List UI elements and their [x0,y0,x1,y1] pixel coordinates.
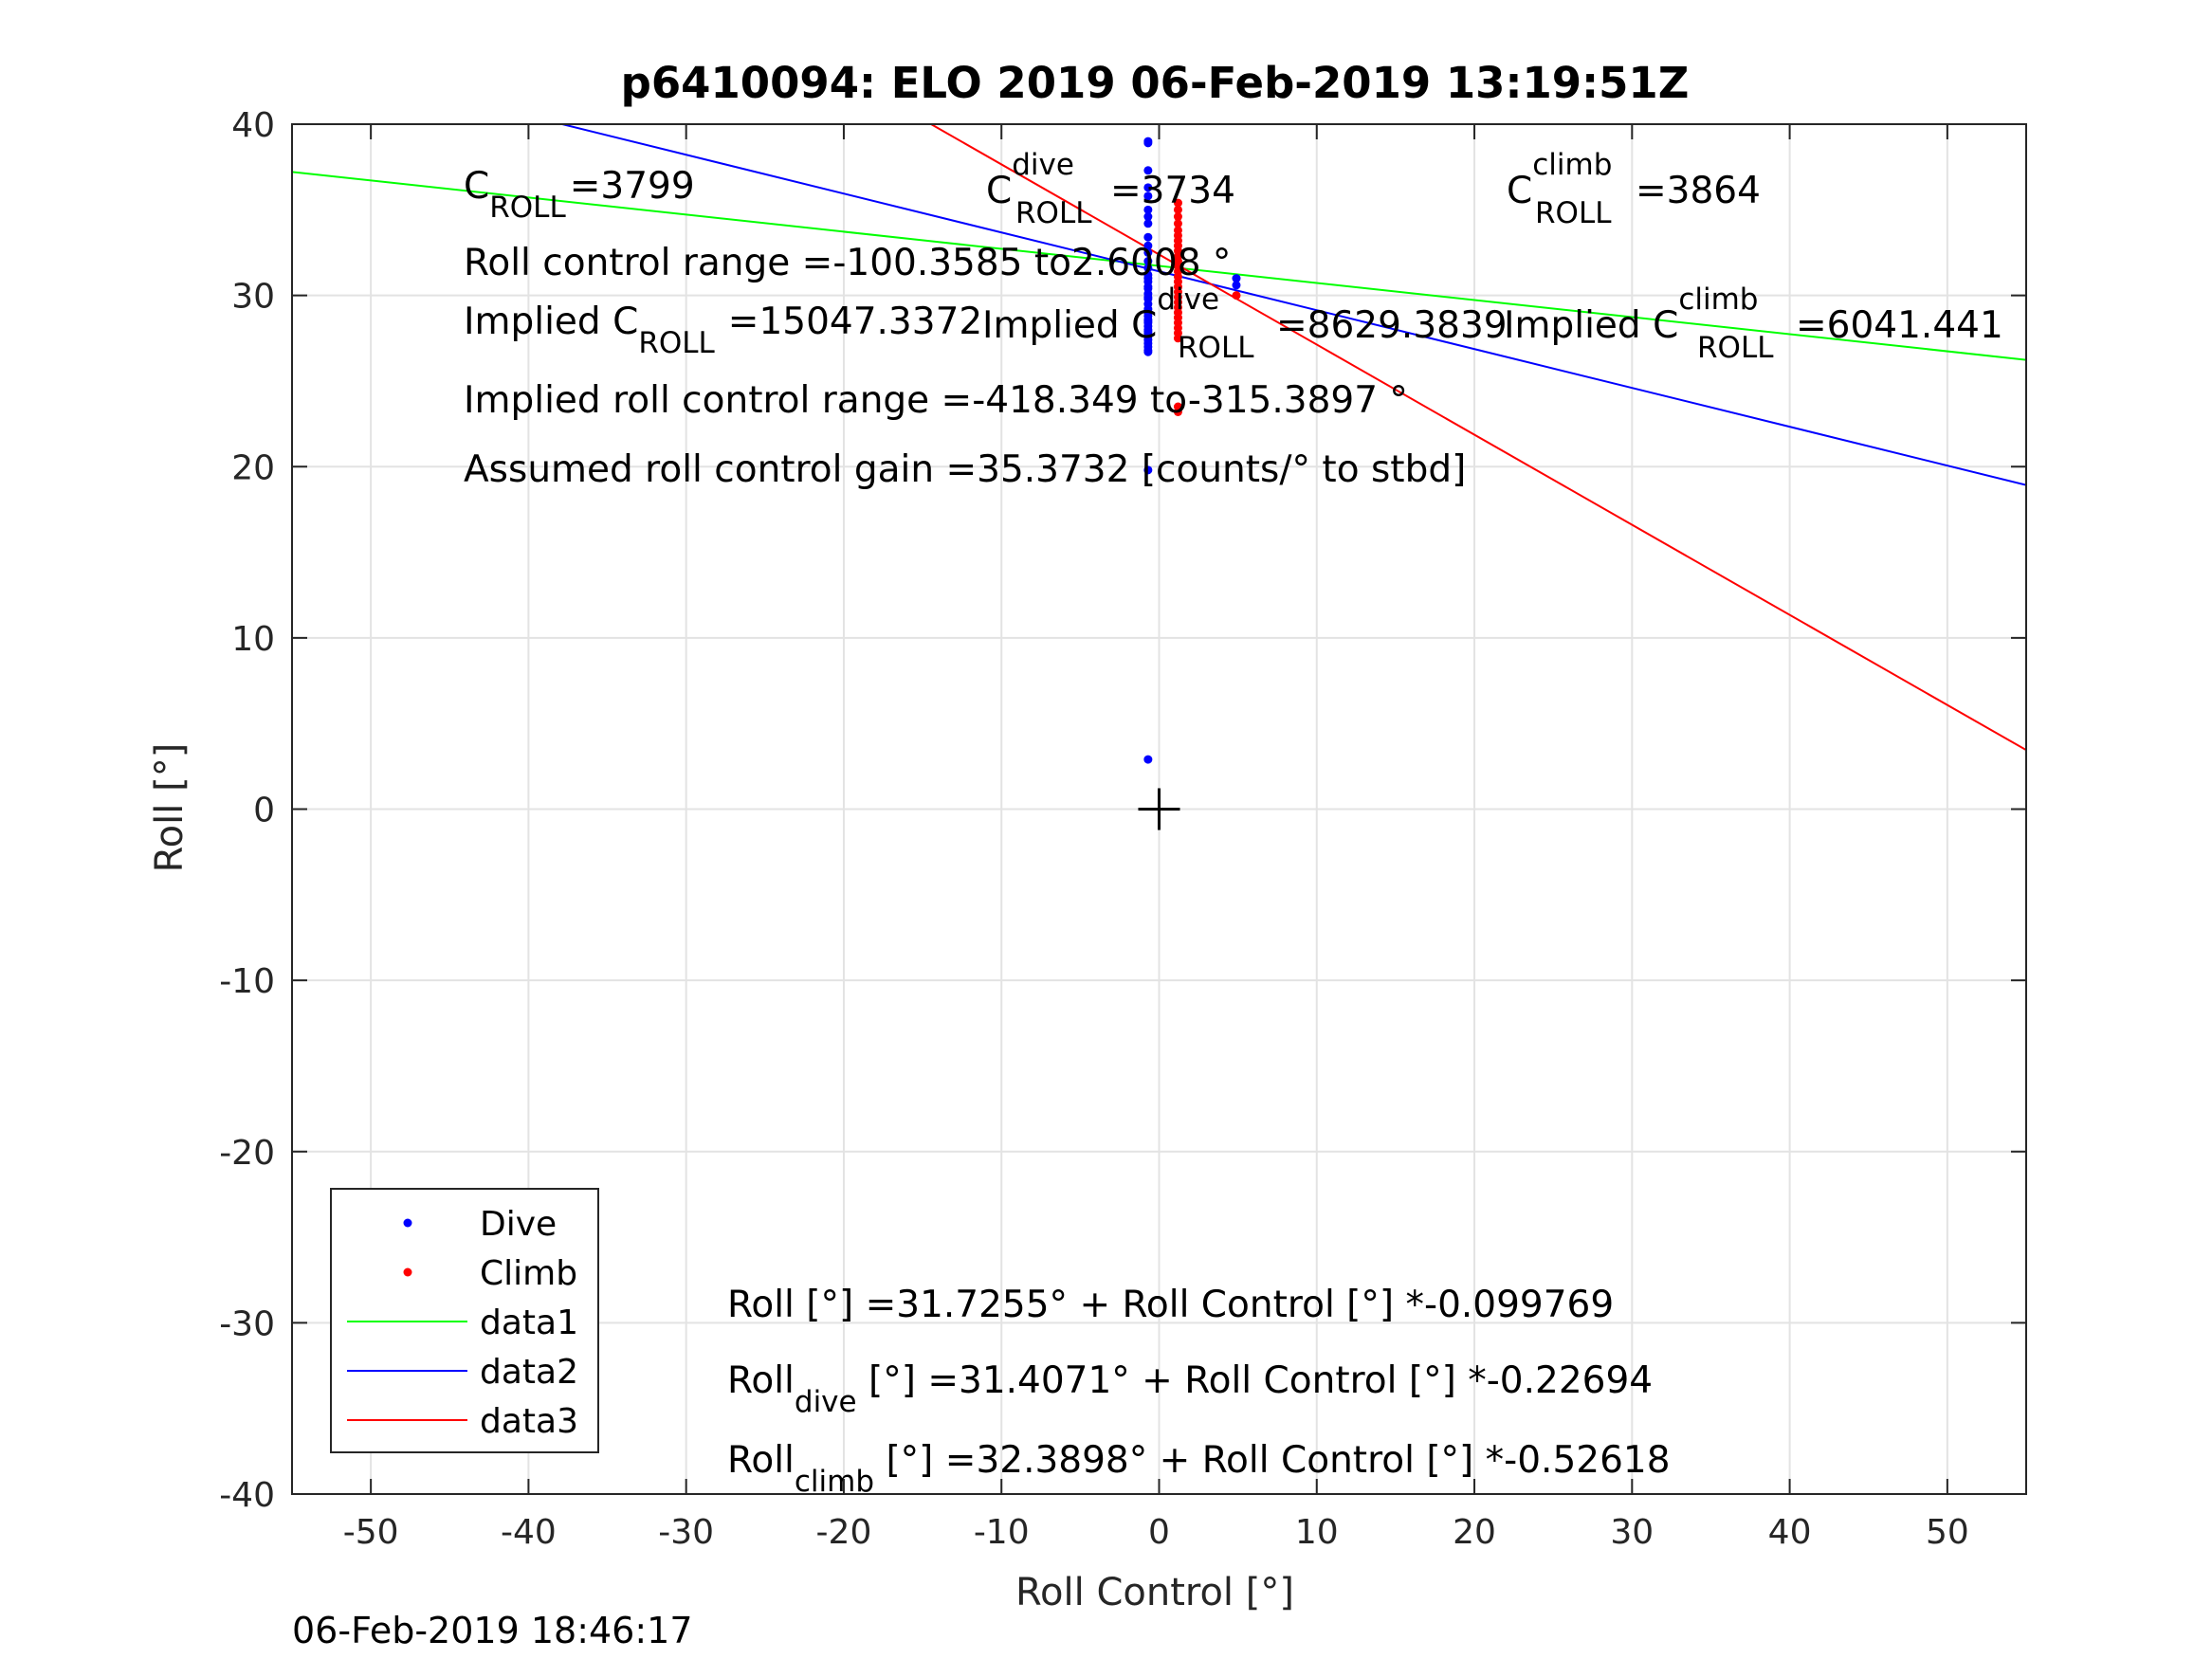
point-dive [1232,281,1241,290]
legend-label-data3: data3 [480,1402,578,1441]
y-tick-label: 10 [231,620,275,659]
plot-frame [291,123,2027,1495]
annotation-c-roll-climb-value: =3864 [1636,170,1761,212]
point-dive [1143,232,1153,242]
center-cross-marker [1138,788,1180,830]
legend-label-data1: data1 [480,1304,578,1342]
point-dive [1143,327,1153,337]
point-climb [1173,205,1182,214]
legend-label-climb: Climb [480,1254,577,1293]
annotation-implied-range: Implied roll control range =-418.349 to-… [464,379,1408,422]
point-dive [1143,274,1153,283]
y-tick-label: -30 [219,1304,275,1343]
x-axis-label: Roll Control [°] [1015,1571,1294,1614]
annotation-fit-all: Roll [°] =31.7255° + Roll Control [°] *-… [727,1284,1614,1326]
fit-line-data1 [292,171,2026,361]
annotation-roll-control-range: Roll control range =-100.3585 to2.6008 ° [464,242,1231,284]
point-dive [1143,205,1153,214]
point-dive [1143,292,1153,301]
annotation-implied-c-roll-climb: Implied Cclimb [1504,283,1758,347]
x-tick-label: 20 [1453,1513,1496,1552]
annotation-fit-dive: Rolldive [°] =31.4071° + Roll Control [°… [727,1359,1653,1419]
legend: Dive Climb data1 data2 data3 [330,1188,599,1453]
point-climb [1173,334,1182,343]
x-tick-label: -20 [816,1513,872,1552]
annotation-fit-climb: Rollclimb [°] =32.3898° + Roll Control [… [727,1439,1671,1499]
x-tick-label: 30 [1610,1513,1654,1552]
y-tick-label: -40 [219,1476,275,1515]
annotation-c-roll-climb-sub: ROLL [1535,196,1612,230]
y-axis-label: Roll [°] [148,743,192,873]
point-dive [1232,274,1241,283]
annotation-implied-c-roll-climb-sub: ROLL [1697,331,1774,365]
x-tick-label: -10 [974,1513,1030,1552]
chart-title: p6410094: ELO 2019 06-Feb-2019 13:19:51Z [621,58,1690,108]
point-climb [1173,219,1182,228]
axis-ticks: -50 -40 -30 -20 -10 0 10 20 30 40 50 -40 -30 -20 -10 0 1… [219,106,2026,1552]
annotation-implied-c-roll-dive: Implied Cdive [982,283,1219,347]
point-dive [1143,191,1153,201]
fit-lines [292,124,2026,752]
y-tick-label: 0 [253,792,275,830]
annotation-implied-c-roll-dive-value: =8629.3839 [1276,304,1508,347]
legend-label-data2: data2 [480,1353,578,1392]
point-dive [1143,283,1153,292]
point-dive [1143,241,1153,250]
x-tick-label: 40 [1768,1513,1812,1552]
point-climb [1232,291,1241,301]
annotation-c-roll-dive-value: =3734 [1110,170,1235,212]
legend-label-dive: Dive [480,1205,557,1244]
y-tick-label: -10 [219,962,275,1001]
annotation-implied-c-roll-climb-value: =6041.441 [1796,304,2003,347]
annotation-assumed-gain: Assumed roll control gain =35.3732 [coun… [464,448,1466,491]
point-dive [1143,166,1153,175]
point-dive [1143,347,1153,356]
point-dive [1143,257,1153,265]
annotation-implied-c-roll-dive-sub: ROLL [1178,331,1254,365]
y-tick-label: -20 [219,1134,275,1173]
x-tick-label: 10 [1295,1513,1339,1552]
annotation-c-roll-climb: Cclimb [1507,148,1612,212]
x-tick-label: -40 [501,1513,557,1552]
y-tick-label: 20 [231,448,275,487]
point-dive [1143,138,1153,148]
fit-line-data2 [558,124,2026,486]
x-tick-label: -30 [658,1513,714,1552]
point-climb [1173,212,1182,222]
point-dive [1143,219,1153,228]
point-dive [1143,183,1153,192]
legend-marker-dive [403,1218,412,1228]
point-dive [1143,755,1153,764]
x-tick-label: -50 [343,1513,399,1552]
plot-area [292,124,2026,830]
footer-timestamp: 06-Feb-2019 18:46:17 [292,1610,693,1651]
point-dive [1143,212,1153,222]
point-dive [1143,317,1153,326]
point-climb [1173,407,1182,416]
annotation-c-roll: CROLL =3799 [464,165,695,225]
data-points [1143,137,1241,764]
point-dive [1143,247,1153,257]
fit-line-data3 [929,124,2026,752]
point-climb [1173,198,1182,208]
annotation-implied-c-roll: Implied CROLL =15047.3372 [464,301,982,360]
annotation-c-roll-dive-sub: ROLL [1015,196,1092,230]
legend-marker-climb [403,1267,412,1277]
x-tick-label: 0 [1148,1513,1170,1552]
y-tick-label: 40 [231,106,275,145]
y-tick-label: 30 [231,278,275,317]
x-tick-label: 50 [1926,1513,1969,1552]
annotation-c-roll-dive: Cdive [986,148,1074,212]
point-dive [1143,465,1153,475]
point-dive [1143,264,1153,273]
annotations: CROLL =3799 Cdive ROLL =3734 Cclimb ROLL … [464,148,2003,1499]
